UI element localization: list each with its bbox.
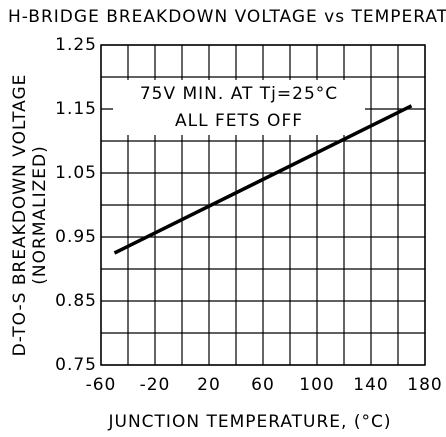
plot-frame — [100, 44, 426, 366]
y-tick-label: 0.75 — [55, 355, 97, 375]
annotation-box — [113, 80, 365, 135]
y-tick-label: 1.25 — [55, 35, 97, 55]
y-tick-label: 0.85 — [55, 291, 97, 311]
y-axis-label: D-TO-S BREAKDOWN VOLTAGE — [10, 74, 30, 357]
annotation: ALL FETS OFF — [175, 111, 303, 131]
x-tick-label: 20 — [197, 375, 221, 395]
y-tick-label: 0.95 — [55, 227, 97, 247]
y-tick-label: 1.15 — [55, 99, 97, 119]
x-tick-label: 60 — [251, 375, 275, 395]
y-axis-sublabel: (NORMALIZED) — [30, 145, 50, 284]
x-tick-label: 100 — [299, 375, 334, 395]
x-tick-label: -20 — [140, 375, 171, 395]
x-tick-label: 140 — [353, 375, 388, 395]
data-line — [113, 104, 413, 255]
x-tick-label: 180 — [407, 375, 442, 395]
x-tick-label: -60 — [86, 375, 117, 395]
annotation: 75V MIN. AT Tj=25°C — [140, 84, 338, 104]
x-axis-label: JUNCTION TEMPERATURE, (°C) — [108, 412, 392, 432]
y-tick-label: 1.05 — [55, 163, 97, 183]
chart-title: H-BRIDGE BREAKDOWN VOLTAGE vs TEMPERATUR… — [8, 7, 446, 27]
